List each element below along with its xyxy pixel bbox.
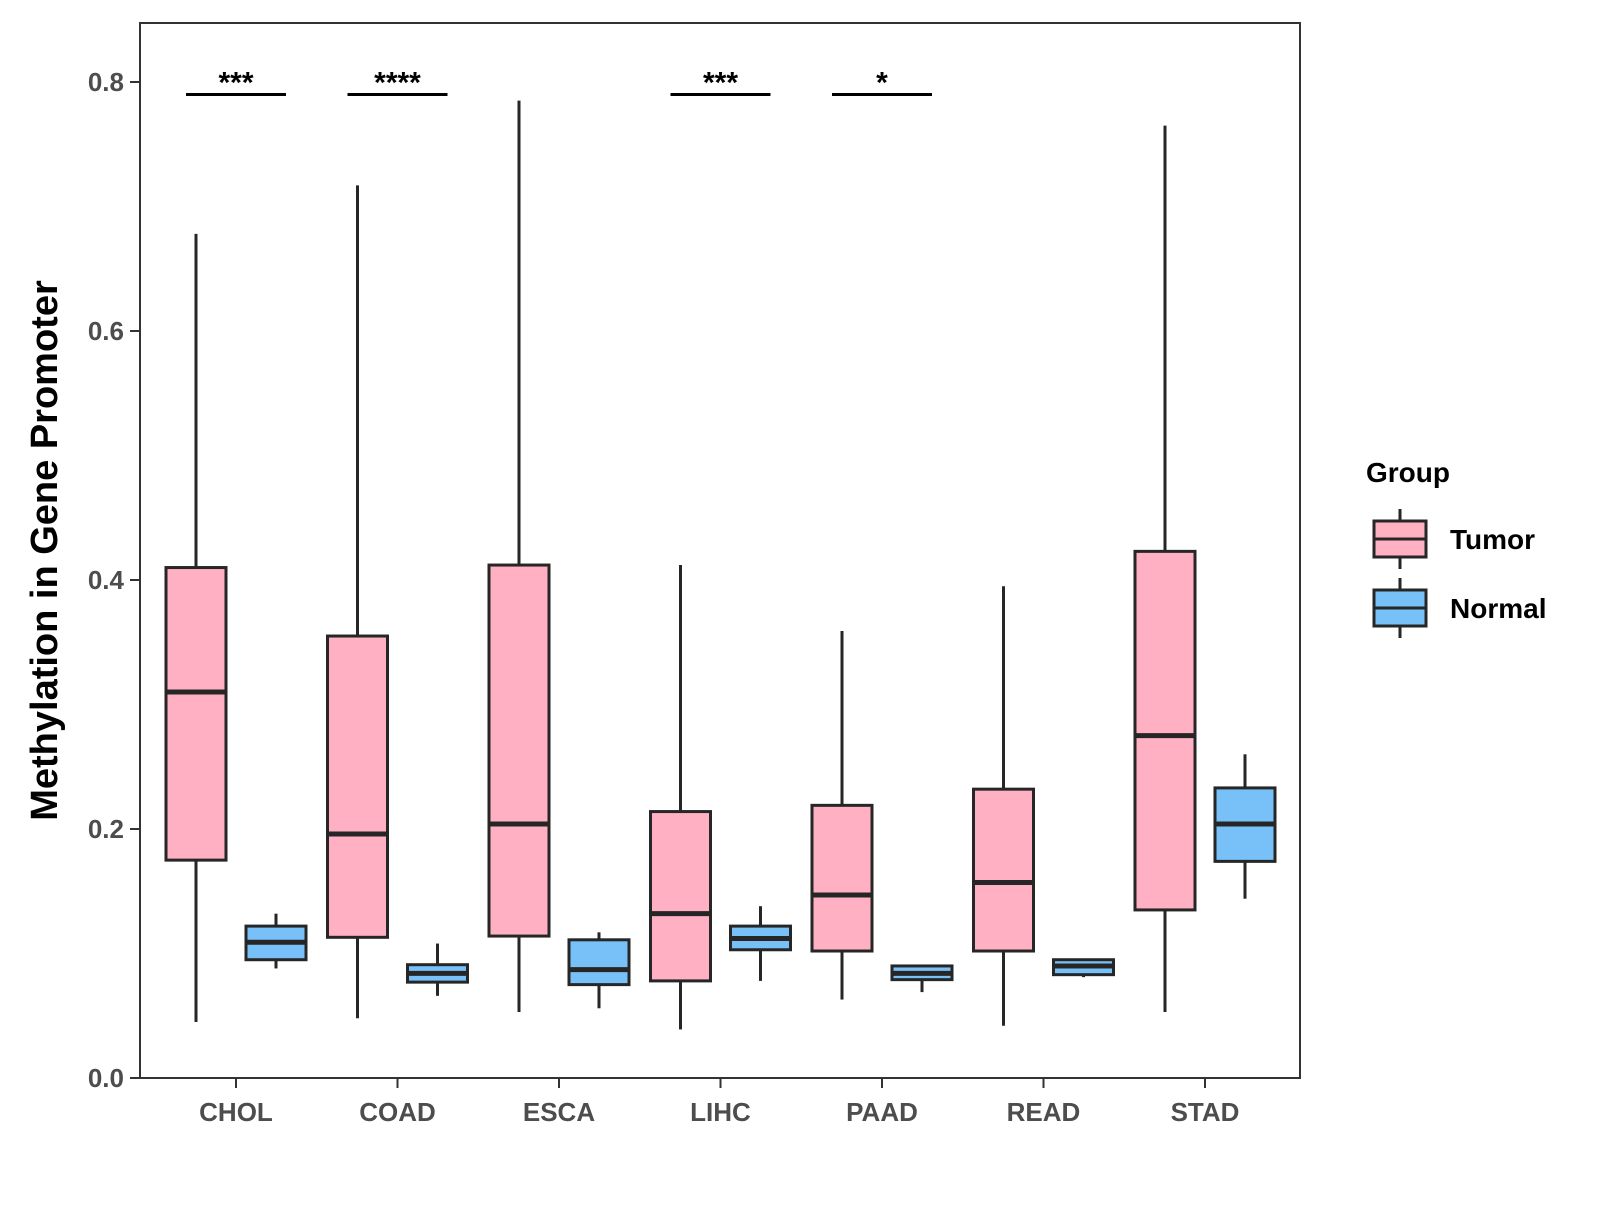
significance-label: *** — [218, 66, 253, 99]
normal-box-read — [1052, 958, 1115, 978]
significance-annotations: *** **** *** * — [186, 66, 932, 99]
significance-label: **** — [374, 66, 421, 99]
tumor-box-coad — [326, 185, 389, 1019]
legend-label-normal: Normal — [1450, 593, 1546, 624]
box-marks — [164, 100, 1277, 1030]
tumor-box-paad — [810, 631, 874, 1000]
normal-box-lihc — [729, 906, 792, 981]
tumor-box-read — [972, 586, 1035, 1026]
x-tick-label: PAAD — [846, 1097, 918, 1127]
significance-label: *** — [703, 66, 738, 99]
y-tick-label: 0.4 — [88, 565, 125, 595]
tumor-box-body — [326, 634, 389, 939]
legend-title: Group — [1366, 457, 1450, 488]
tumor-box-chol — [164, 233, 228, 1022]
significance-label: * — [876, 66, 888, 99]
normal-box-chol — [244, 913, 308, 969]
tumor-box-lihc — [649, 565, 712, 1030]
normal-box-esca — [567, 932, 631, 1009]
tumor-box-body — [1133, 549, 1197, 912]
tumor-box-stad — [1133, 125, 1197, 1013]
y-tick-label: 0.2 — [88, 814, 124, 844]
y-axis: 0.0 0.2 0.4 0.6 0.8 — [88, 67, 140, 1093]
y-tick-label: 0.0 — [88, 1063, 124, 1093]
plot-panel — [139, 22, 1301, 1079]
y-axis-title: Methylation in Gene Promoter — [24, 280, 66, 821]
y-tick-label: 0.8 — [88, 67, 124, 97]
x-tick-label: LIHC — [690, 1097, 751, 1127]
normal-box-paad — [890, 964, 954, 993]
tumor-box-esca — [487, 100, 551, 1013]
plot-panel-border — [139, 22, 1301, 1079]
x-tick-label: ESCA — [523, 1097, 595, 1127]
tumor-box-body — [649, 810, 712, 983]
tumor-box-body — [164, 566, 228, 862]
legend-label-tumor: Tumor — [1450, 524, 1535, 555]
normal-box-coad — [406, 943, 469, 996]
x-tick-label: COAD — [359, 1097, 436, 1127]
x-axis: CHOL COAD ESCA LIHC PAAD READ STAD — [199, 1078, 1239, 1127]
normal-box-stad — [1213, 754, 1277, 899]
x-tick-label: READ — [1007, 1097, 1081, 1127]
tumor-box-body — [487, 563, 551, 938]
y-tick-label: 0.6 — [88, 316, 124, 346]
legend: Group Tumor Normal — [1366, 457, 1546, 638]
tumor-box-body — [810, 803, 874, 953]
x-tick-label: STAD — [1171, 1097, 1240, 1127]
x-tick-label: CHOL — [199, 1097, 273, 1127]
tumor-box-body — [972, 787, 1035, 953]
normal-box-body — [567, 938, 631, 987]
